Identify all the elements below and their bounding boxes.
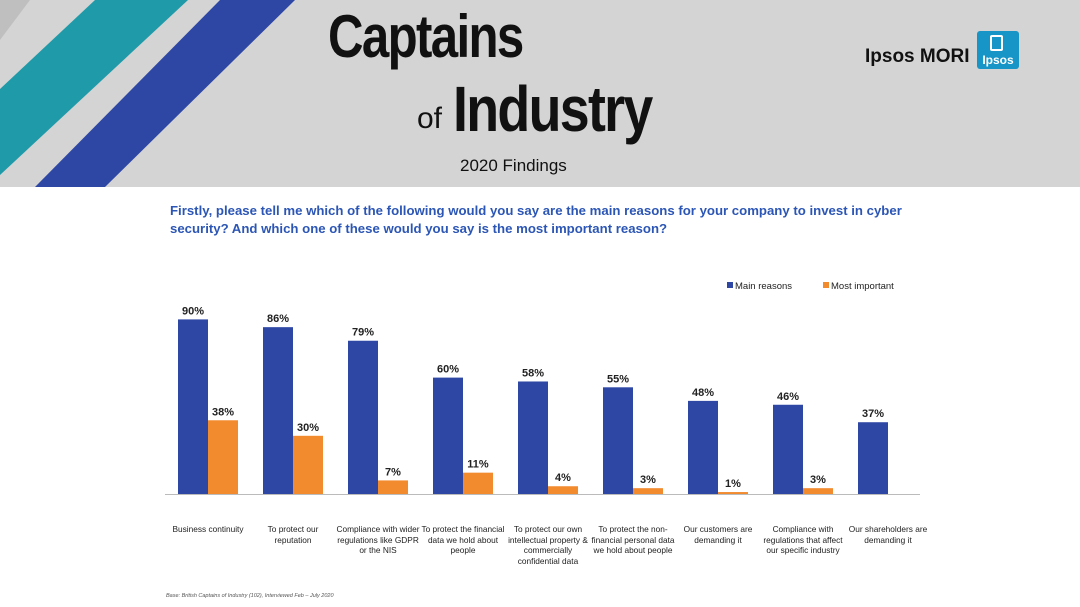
bar-main-1 [263,327,293,494]
category-label-2: Compliance with wider regulations like G… [336,524,420,555]
data-label-main-2: 79% [352,327,374,339]
bar-most-5 [633,488,663,494]
data-label-most-4: 4% [555,472,571,484]
category-label-7: Compliance with regulations that affect … [763,524,843,555]
bar-main-2 [348,340,378,494]
category-label-0: Business continuity [172,524,244,534]
title-of: of [417,102,443,135]
data-label-most-0: 38% [212,406,234,418]
category-label-3: To protect the financial data we hold ab… [421,524,505,555]
data-label-most-2: 7% [385,466,401,478]
title-captains: Captains [328,3,524,70]
category-label-8: Our shareholders are demanding it [848,524,928,545]
data-label-main-1: 86% [267,313,289,325]
bar-main-5 [603,387,633,494]
data-label-main-5: 55% [607,373,629,385]
legend-swatch-main [727,282,733,288]
bar-most-7 [803,488,833,494]
bar-most-2 [378,480,408,494]
legend-label-most: Most important [831,281,894,292]
legend-swatch-most [823,282,829,288]
data-label-most-7: 3% [810,474,826,486]
category-label-1: To protect our reputation [267,524,319,545]
survey-question: Firstly, please tell me which of the fol… [170,203,902,236]
bar-main-4 [518,381,548,494]
data-label-most-1: 30% [297,422,319,434]
category-label-5: To protect the non-financial personal da… [591,524,675,555]
data-label-most-6: 1% [725,478,741,490]
legend-label-main: Main reasons [735,281,792,292]
bar-main-6 [688,400,718,494]
title-industry: Industry [453,73,653,145]
category-label-6: Our customers are demanding it [683,524,753,545]
stripe-blue [35,0,295,187]
logo-mark-icon [990,35,1003,51]
ipsos-logo: Ipsos [977,31,1019,69]
bar-most-6 [718,492,748,494]
decorative-stripes [0,0,295,187]
bar-most-4 [548,486,578,494]
bar-main-3 [433,377,463,494]
brand-name: Ipsos MORI [865,46,970,67]
data-label-main-8: 37% [862,408,884,420]
bar-main-7 [773,404,803,494]
data-label-main-0: 90% [182,305,204,317]
bar-main-0 [178,319,208,494]
bar-most-1 [293,435,323,494]
data-label-main-7: 46% [777,391,799,403]
data-label-main-4: 58% [522,367,544,379]
data-label-most-3: 11% [467,459,489,471]
report-subtitle: 2020 Findings [460,156,567,175]
logo-text: Ipsos [982,53,1014,67]
bar-most-3 [463,472,493,494]
header-banner: Captains of Industry 2020 Findings Ipsos… [0,0,1080,187]
data-label-main-3: 60% [437,364,459,376]
bar-main-8 [858,422,888,494]
footnote: Base: British Captains of Industry (102)… [166,593,334,599]
category-label-4: To protect our own intellectual property… [508,524,588,566]
stripe-grey [0,0,30,40]
bar-most-0 [208,420,238,494]
data-label-main-6: 48% [692,387,714,399]
stripe-teal [0,0,188,175]
data-label-most-5: 3% [640,474,656,486]
